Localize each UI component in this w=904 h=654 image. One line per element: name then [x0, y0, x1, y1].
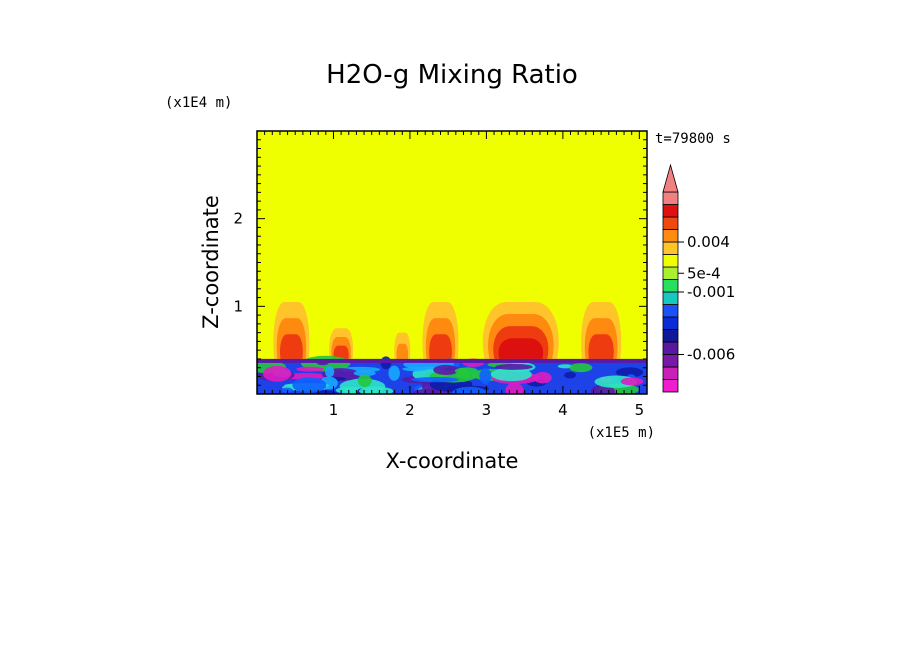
boundary-blob	[296, 366, 324, 372]
boundary-blob	[615, 367, 644, 378]
boundary-blob	[353, 370, 376, 377]
boundary-blob	[557, 364, 573, 369]
boundary-blob	[479, 368, 492, 385]
boundary-blob	[495, 363, 533, 370]
boundary-blob	[411, 377, 459, 383]
boundary-blob	[388, 365, 400, 381]
tick-marks	[256, 130, 648, 395]
boundary-blob	[620, 377, 644, 386]
boundary-blob	[569, 363, 593, 373]
x-scale-label: (x1E5 m)	[588, 425, 655, 441]
boundary-blob	[325, 366, 335, 378]
y-scale-label: (x1E4 m)	[165, 95, 232, 111]
boundary-blob	[433, 364, 459, 376]
plumes-layer	[273, 301, 622, 359]
colorbar-segment	[662, 379, 679, 393]
plot-area	[257, 131, 647, 394]
colorbar-label: 0.004	[687, 233, 730, 251]
colorbar-segment	[662, 316, 679, 330]
boundary-blob	[262, 365, 292, 382]
colorbar-segment	[662, 229, 679, 243]
colorbar-segment	[662, 304, 679, 318]
colorbar-label: -0.001	[687, 283, 735, 301]
boundary-blob	[505, 382, 524, 394]
colorbar-segment	[662, 191, 679, 205]
boundary-blob	[358, 386, 394, 394]
colorbar-label: 5e-4	[687, 264, 721, 282]
plume-4-level-3	[498, 338, 544, 359]
colorbar-segment	[662, 279, 679, 293]
colorbar	[662, 163, 679, 393]
boundary-blob	[490, 367, 532, 382]
y-axis-label: Z-coordinate	[199, 195, 223, 329]
plume-1-level-2	[333, 345, 349, 359]
colorbar-label: -0.006	[687, 346, 735, 364]
colorbar-segment	[662, 341, 679, 355]
colorbar-segment	[662, 329, 679, 343]
colorbar-segment	[662, 241, 679, 255]
boundary-blob	[292, 377, 327, 393]
colorbar-segment	[662, 354, 679, 368]
chart-title: H2O-g Mixing Ratio	[326, 60, 578, 90]
boundary-blob	[357, 374, 372, 387]
x-tick-label: 3	[482, 401, 492, 419]
colorbar-segment	[662, 254, 679, 268]
plume-2-level-1	[396, 343, 409, 359]
boundary-blob	[564, 371, 576, 379]
time-label: t=79800 s	[655, 131, 731, 147]
plume-0-level-2	[280, 334, 303, 359]
colorbar-segment	[662, 204, 679, 218]
x-tick-label: 5	[635, 401, 645, 419]
boundary-top-band	[257, 358, 647, 363]
plume-3-level-2	[429, 334, 452, 359]
y-tick-labels: 12	[233, 210, 243, 316]
colorbar-extend-arrow	[662, 163, 679, 193]
x-tick-labels: 1 2 3 4 5	[329, 401, 644, 419]
boundary-blob	[533, 371, 552, 384]
colorbar-labels: 0.004 5e-4-0.001 -0.006	[678, 233, 735, 364]
colorbar-segment	[662, 366, 679, 380]
colorbar-segment	[662, 266, 679, 280]
x-tick-label: 1	[329, 401, 339, 419]
x-tick-label: 2	[405, 401, 415, 419]
x-axis-label: X-coordinate	[386, 449, 519, 473]
y-tick-label: 1	[233, 297, 243, 315]
boundary-layer	[257, 355, 647, 394]
colorbar-segment	[662, 291, 679, 305]
boundary-blob	[402, 366, 428, 372]
x-tick-label: 4	[558, 401, 568, 419]
colorbar-segment	[662, 216, 679, 230]
boundary-blob	[454, 367, 478, 375]
plume-5-level-2	[588, 334, 614, 359]
y-tick-label: 2	[233, 210, 243, 228]
